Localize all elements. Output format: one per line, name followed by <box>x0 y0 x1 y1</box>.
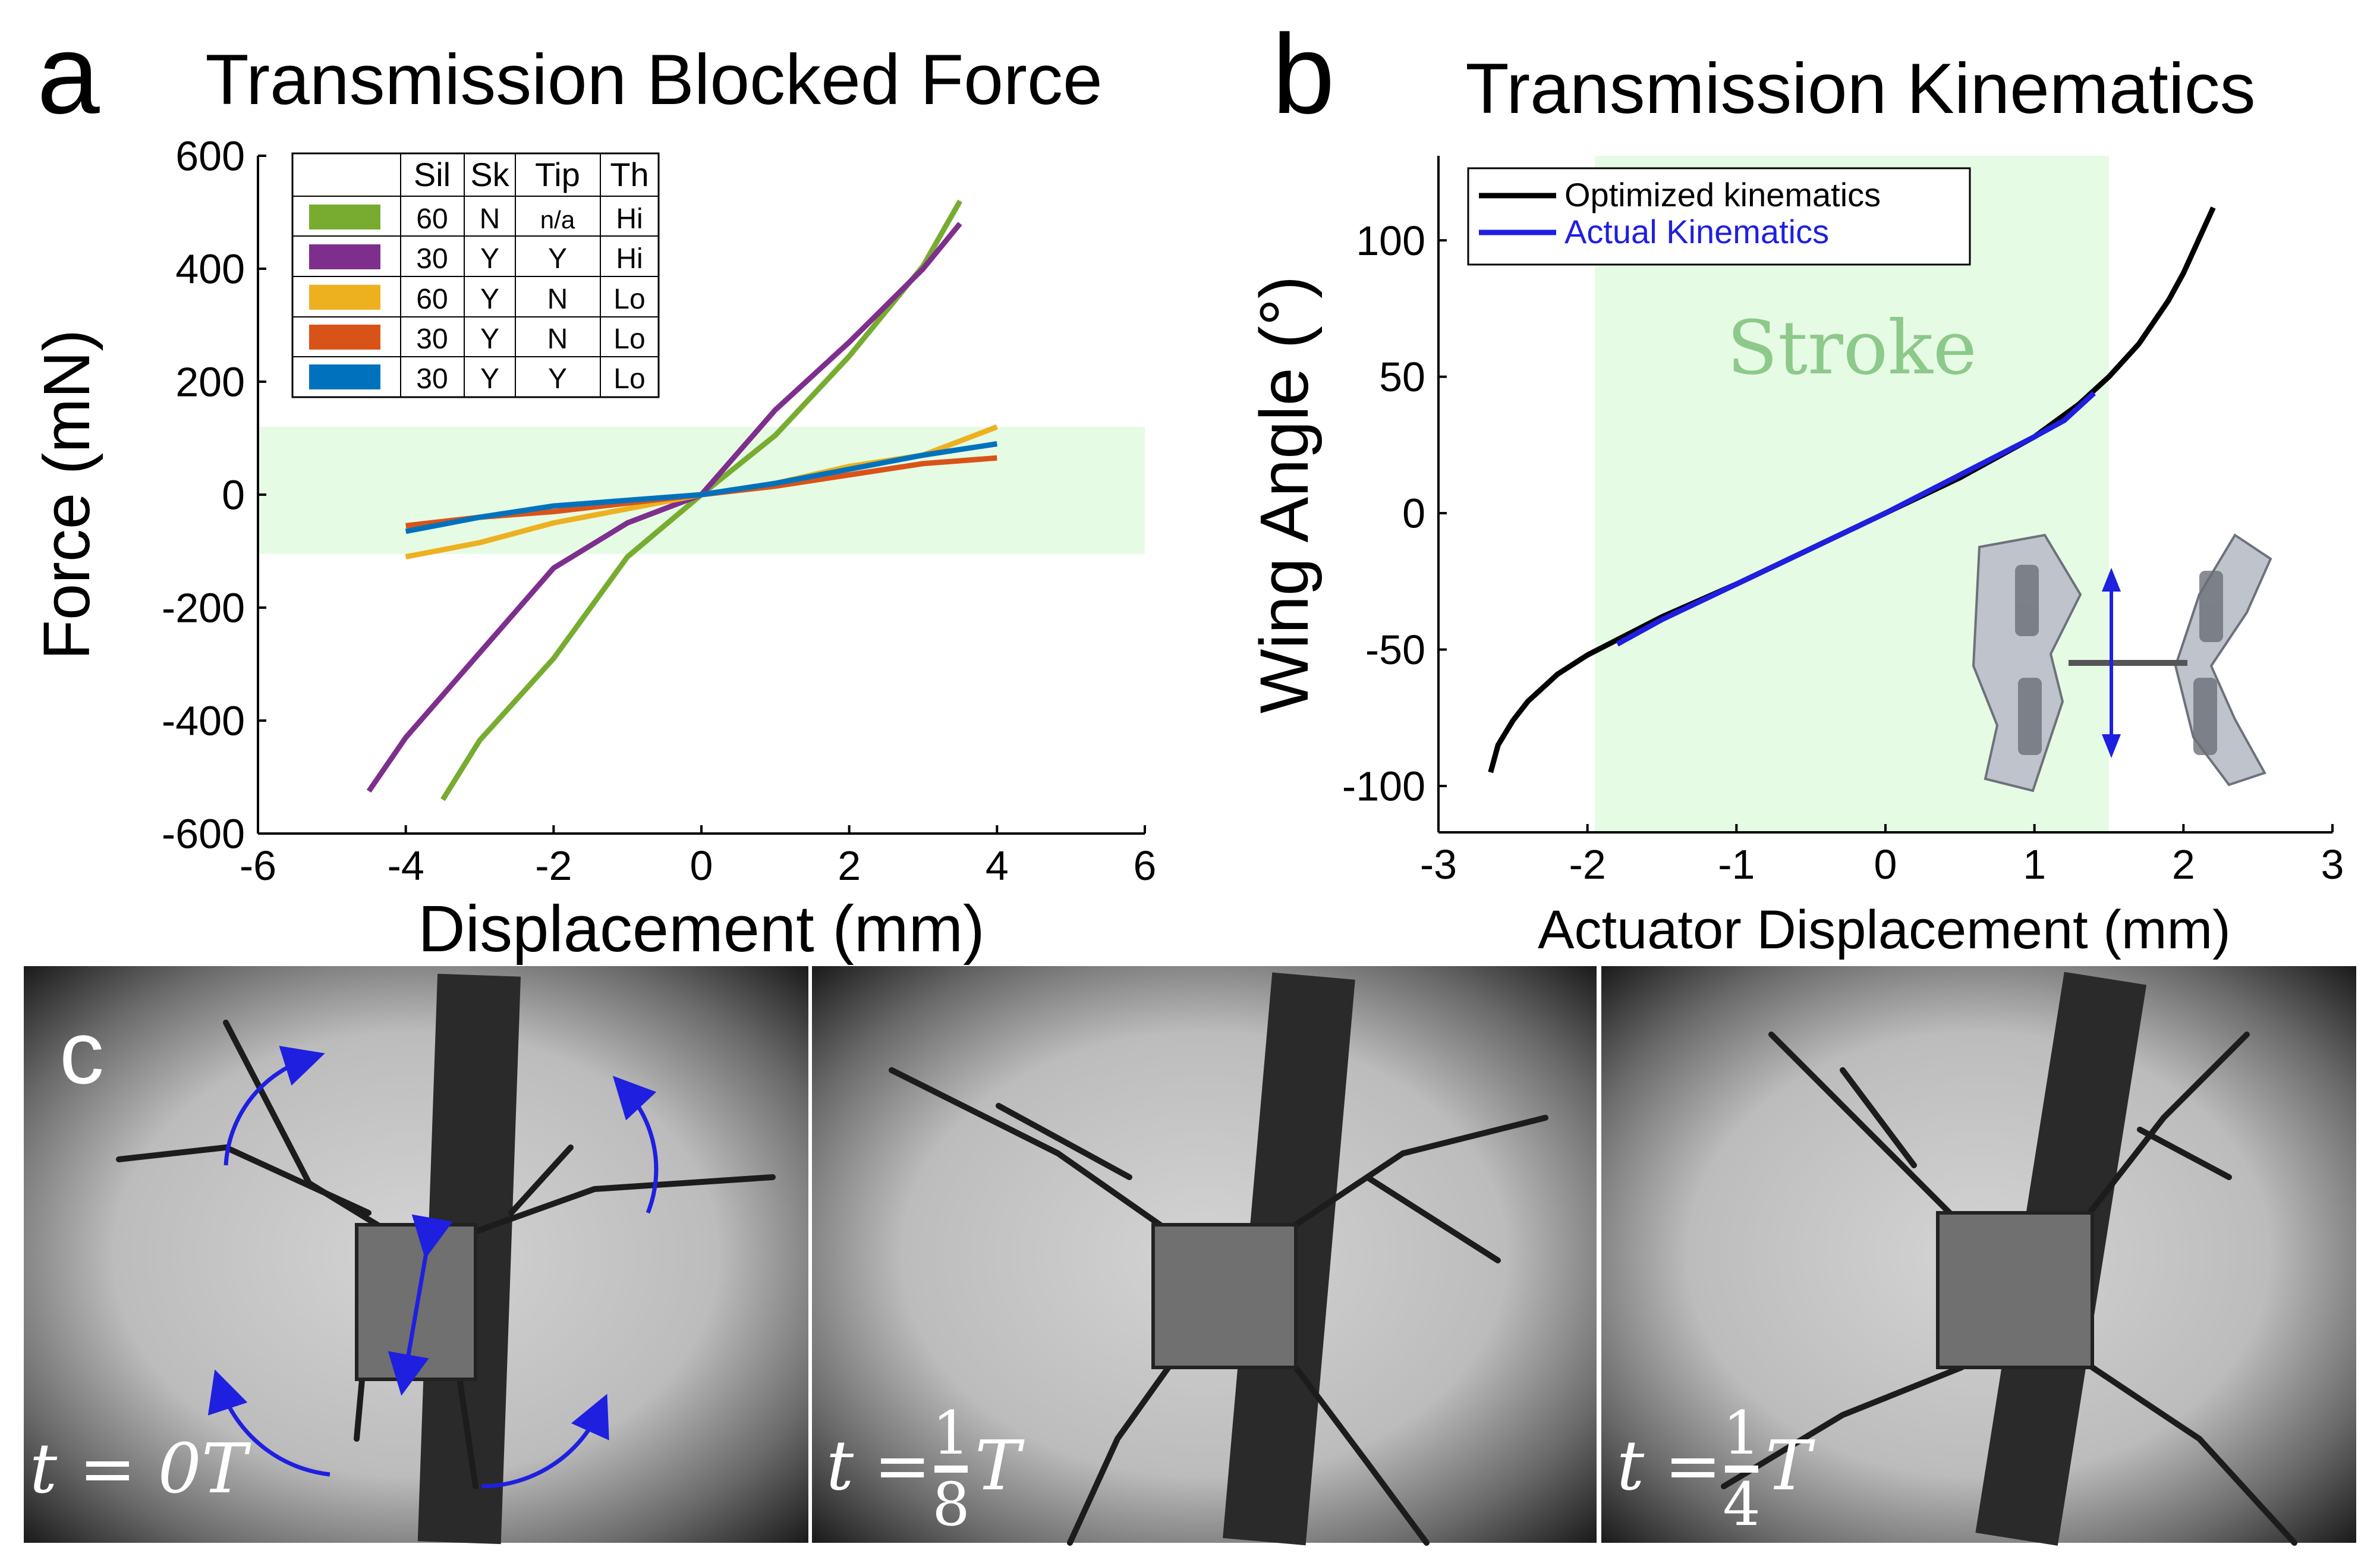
frame-2-math-eq: = <box>874 1426 931 1506</box>
x-tick-label: 0 <box>1874 841 1897 888</box>
series-line-2 <box>366 222 962 793</box>
chart-b-stroke-label: Stroke <box>1727 305 1977 391</box>
y-tick-label: -600 <box>162 811 245 857</box>
legend-header-tip: Tip <box>535 156 580 193</box>
legend-header-sil: Sil <box>414 156 451 193</box>
legend-swatch-3 <box>309 285 380 310</box>
frame-2-fraction-bar <box>934 1466 968 1473</box>
legend-row-4-sk: Y <box>480 323 499 355</box>
legend-swatch-4 <box>309 325 380 350</box>
legend-label-optimized: Optimized kinematics <box>1564 176 1881 213</box>
frame-2-math-t: t <box>826 1426 854 1506</box>
frame-2-math-T: T <box>975 1426 1025 1506</box>
x-tick-label: -1 <box>1718 841 1755 888</box>
panel-b: b Transmission Kinematics Stroke <box>1246 11 2344 960</box>
y-tick-label: -200 <box>162 585 245 631</box>
y-tick-label: 400 <box>175 246 245 293</box>
x-tick-label: 2 <box>2172 841 2195 888</box>
legend-row-3-sil: 60 <box>416 284 448 315</box>
legend-row-5-sil: 30 <box>416 363 448 395</box>
y-tick-label: 50 <box>1379 354 1425 400</box>
x-tick-label: 6 <box>1134 842 1157 889</box>
legend-row-2-th: Hi <box>616 243 643 275</box>
x-tick-label: 3 <box>2321 841 2344 888</box>
series-line-5 <box>405 441 998 534</box>
y-tick-label: -50 <box>1365 627 1425 673</box>
chart-b-ylabel: Wing Angle (°) <box>1246 276 1323 713</box>
chart-a-shaded-band <box>258 427 1145 554</box>
panel-c: c t = 0T t = 1 8 T <box>24 966 2356 1546</box>
x-tick-label: 2 <box>838 842 861 889</box>
photo-frame-1: c t = 0T <box>24 966 808 1545</box>
legend-swatch-2 <box>309 244 380 269</box>
x-tick-label: -3 <box>1420 841 1457 888</box>
panel-b-label: b <box>1272 11 1335 137</box>
legend-row-4-sil: 30 <box>416 323 448 355</box>
frame-3-math-T: T <box>1765 1426 1815 1506</box>
x-tick-label: 4 <box>986 842 1009 889</box>
legend-row-5-th: Lo <box>613 363 645 395</box>
inset-transmission-photo <box>1972 533 2272 793</box>
y-tick-label: -100 <box>1342 763 1425 809</box>
frame-3-math-t: t <box>1617 1426 1645 1506</box>
chart-b-xlabel: Actuator Displacement (mm) <box>1538 900 2231 960</box>
legend-row-5-sk: Y <box>480 363 499 395</box>
legend-row-2-sil: 30 <box>416 243 448 275</box>
y-tick-label: 200 <box>175 359 245 405</box>
x-tick-label: -4 <box>388 842 424 889</box>
y-tick-label: 600 <box>175 133 245 180</box>
legend-row-2-tip: Y <box>548 243 567 275</box>
frame-3-math-eq: = <box>1664 1426 1721 1506</box>
legend-row-3-tip: N <box>547 284 568 315</box>
x-tick-label: -2 <box>1569 841 1606 888</box>
chart-b-ticks: -3 -2 -1 0 1 2 3 100 50 0 -50 -100 <box>1342 218 2344 888</box>
panel-c-label: c <box>59 1002 104 1102</box>
legend-row-1-sk: N <box>480 203 500 235</box>
frame-1-time-label: t = 0T <box>30 1429 251 1509</box>
chart-a-series-group <box>366 199 998 801</box>
chart-b-title: Transmission Kinematics <box>1465 49 2255 128</box>
chart-a-ylabel: Force (mN) <box>30 329 103 660</box>
legend-row-5-tip: Y <box>548 363 567 395</box>
legend-row-3-th: Lo <box>613 284 645 315</box>
frame-3-num: 1 <box>1723 1398 1761 1468</box>
legend-swatch-1 <box>309 205 380 229</box>
legend-header-sk: Sk <box>470 156 509 193</box>
frame-3-den: 4 <box>1723 1470 1761 1539</box>
legend-row-4-tip: N <box>547 323 568 355</box>
legend-row-1-sil: 60 <box>416 203 448 235</box>
y-tick-label: 0 <box>1402 490 1425 537</box>
panel-a-label: a <box>37 11 100 137</box>
legend-row-3-sk: Y <box>480 284 499 315</box>
chart-a-legend: Sil Sk Tip Th 60 N n/a Hi 30 Y Y Hi 60 Y… <box>291 152 660 398</box>
photo-frame-2: t = 1 8 T <box>812 966 1597 1546</box>
chart-a-title: Transmission Blocked Force <box>205 40 1102 120</box>
legend-row-1-th: Hi <box>616 203 643 235</box>
series-line-2 <box>1616 391 2096 647</box>
photo-frame-3: t = 1 4 T <box>1601 966 2356 1546</box>
chart-a-ticks: -6 -4 -2 0 2 4 6 600 400 200 0 -200 -400 -600 <box>162 133 1157 889</box>
chart-a-xlabel: Displacement (mm) <box>418 892 984 966</box>
x-tick-label: -6 <box>240 842 276 889</box>
chart-b-legend: Optimized kinematics Actual Kinematics <box>1467 167 1971 266</box>
legend-row-4-th: Lo <box>613 323 645 355</box>
frame-3-fraction-bar <box>1725 1466 1758 1473</box>
frame-2-den: 8 <box>932 1470 970 1539</box>
legend-label-actual: Actual Kinematics <box>1564 213 1829 250</box>
legend-swatch-5 <box>309 364 380 389</box>
y-tick-label: 100 <box>1356 218 1425 264</box>
frame-2-num: 1 <box>932 1398 970 1468</box>
chart-b-series-group <box>1488 206 2216 773</box>
legend-row-1-tip: n/a <box>540 206 575 234</box>
panel-a: a Transmission Blocked Force -6 -4 -2 0 2 4 6 6… <box>30 11 1156 966</box>
legend-header-th: Th <box>610 156 648 193</box>
x-tick-label: 0 <box>690 842 713 889</box>
legend-row-2-sk: Y <box>480 243 499 275</box>
y-tick-label: -400 <box>162 698 245 744</box>
y-tick-label: 0 <box>222 472 245 518</box>
x-tick-label: -2 <box>535 842 572 889</box>
x-tick-label: 1 <box>2023 841 2046 888</box>
